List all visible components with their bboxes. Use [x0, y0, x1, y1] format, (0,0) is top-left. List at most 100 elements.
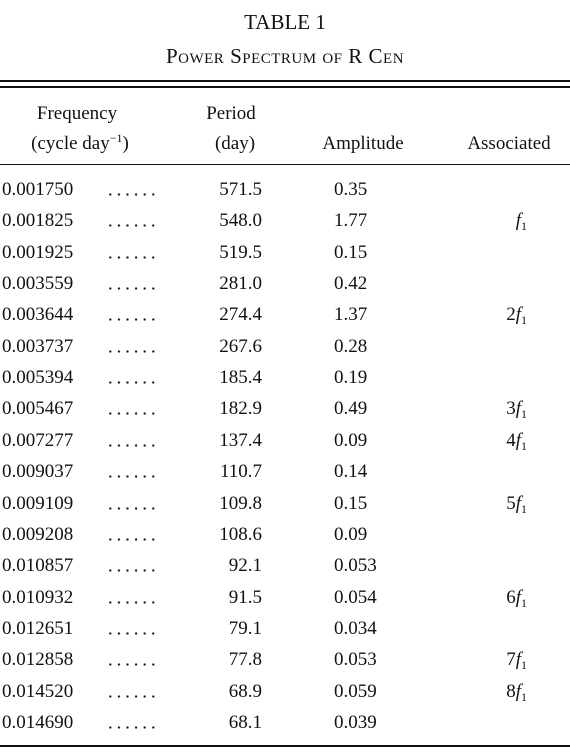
period-cell: 274.4 — [219, 304, 262, 326]
amplitude-cell: 0.034 — [334, 617, 377, 639]
amplitude-cell: 0.09 — [334, 429, 368, 451]
period-cell: 281.0 — [219, 273, 262, 295]
period-cell: 519.5 — [219, 241, 262, 263]
period-cell: 92.1 — [228, 555, 262, 577]
period-cell: 77.8 — [228, 649, 262, 671]
associated-cell: 6f1 — [506, 586, 527, 609]
subscript: 1 — [521, 219, 527, 234]
leader-dots — [106, 381, 158, 385]
subscript: 1 — [521, 501, 527, 516]
amplitude-cell: 0.14 — [334, 461, 368, 483]
coefficient: 7 — [506, 649, 516, 671]
frequency-cell: 0.003559 — [2, 273, 74, 295]
associated-cell: 4f1 — [506, 429, 527, 453]
leader-dots — [106, 694, 158, 698]
leader-dots — [106, 631, 158, 635]
leader-dots — [106, 193, 158, 196]
table-title: TABLE 1 — [244, 10, 326, 34]
amplitude-cell: 0.28 — [334, 335, 368, 357]
period-cell: 548.0 — [219, 210, 262, 232]
frequency-cell: 0.009037 — [2, 461, 74, 483]
leader-dots — [106, 318, 158, 322]
header-cell: (cycle day−1) — [31, 131, 129, 154]
symbol: f — [515, 210, 521, 232]
amplitude-cell: 0.053 — [334, 555, 377, 577]
period-cell: 267.6 — [219, 335, 262, 357]
symbol: f — [515, 429, 521, 451]
subscript: 1 — [521, 689, 527, 704]
subscript: 1 — [521, 658, 527, 673]
leader-dots — [106, 475, 158, 479]
period-cell: 137.4 — [219, 429, 262, 451]
header-cell: (day) — [214, 133, 256, 154]
subscript: 1 — [521, 407, 527, 422]
leader-dots — [106, 569, 158, 573]
period-cell: 68.1 — [228, 711, 262, 733]
frequency-cell: 0.009109 — [2, 492, 74, 514]
associated-cell: 8f1 — [506, 680, 527, 704]
frequency-cell: 0.001750 — [2, 179, 74, 200]
period-cell: 182.9 — [219, 398, 262, 420]
coefficient: 2 — [506, 304, 516, 326]
symbol: f — [515, 586, 521, 608]
amplitude-cell: 0.49 — [334, 398, 368, 420]
associated-cell: 7f1 — [506, 649, 527, 673]
associated-cell: 5f1 — [506, 492, 527, 516]
header-cell: Amplitude — [322, 133, 404, 154]
amplitude-cell: 1.77 — [334, 210, 368, 232]
coefficient: 5 — [506, 492, 516, 514]
top-rule — [0, 86, 570, 88]
leader-dots — [106, 506, 158, 510]
associated-cell: 2f1 — [506, 304, 527, 326]
subscript: 1 — [521, 438, 527, 453]
frequency-cell: 0.001825 — [2, 210, 74, 232]
symbol: f — [515, 649, 521, 671]
frequency-cell: 0.001925 — [2, 241, 74, 263]
header-sup: −1 — [109, 131, 123, 145]
header-text: (cycle day — [31, 133, 110, 154]
amplitude-cell: 0.19 — [334, 367, 368, 389]
coefficient: 4 — [506, 429, 516, 451]
amplitude-cell: 0.054 — [334, 586, 377, 608]
leader-dots — [106, 224, 158, 228]
leader-dots — [106, 663, 158, 667]
leader-dots — [106, 255, 158, 259]
frequency-cell: 0.005467 — [2, 398, 74, 420]
frequency-cell: 0.007277 — [2, 429, 74, 451]
header-text: ) — [122, 133, 129, 154]
leader-dots — [106, 287, 158, 291]
leader-dots — [106, 537, 158, 541]
frequency-cell: 0.005394 — [2, 367, 74, 389]
frequency-cell: 0.010932 — [2, 586, 74, 608]
header-cell: Frequency — [36, 103, 118, 124]
leader-dots — [106, 443, 158, 447]
frequency-cell: 0.003737 — [2, 335, 74, 357]
leader-dots — [106, 600, 158, 604]
frequency-cell: 0.003644 — [2, 304, 74, 326]
amplitude-cell: 0.35 — [334, 179, 368, 200]
table-subtitle: Power Spectrum of R Cen — [165, 44, 405, 68]
amplitude-cell: 0.09 — [334, 523, 368, 545]
coefficient: 3 — [506, 398, 516, 420]
top-rule — [0, 80, 570, 82]
associated-cell: f1 — [515, 210, 527, 234]
coefficient: 8 — [506, 680, 516, 702]
symbol: f — [515, 398, 521, 420]
bottom-rule — [0, 745, 570, 747]
period-cell: 185.4 — [219, 367, 262, 389]
amplitude-cell: 0.053 — [334, 649, 377, 671]
period-cell: 571.5 — [219, 179, 262, 200]
period-cell: 109.8 — [219, 492, 262, 514]
leader-dots — [106, 725, 158, 729]
amplitude-cell: 0.059 — [334, 680, 377, 702]
symbol: f — [515, 304, 521, 326]
coefficient: 6 — [506, 586, 516, 608]
frequency-cell: 0.012858 — [2, 649, 74, 671]
frequency-cell: 0.014520 — [2, 680, 74, 702]
frequency-cell: 0.009208 — [2, 523, 74, 545]
amplitude-cell: 0.42 — [334, 273, 368, 295]
frequency-cell: 0.010857 — [2, 555, 74, 577]
header-cell: Period — [206, 103, 256, 124]
header-cell: Associated — [467, 133, 551, 154]
